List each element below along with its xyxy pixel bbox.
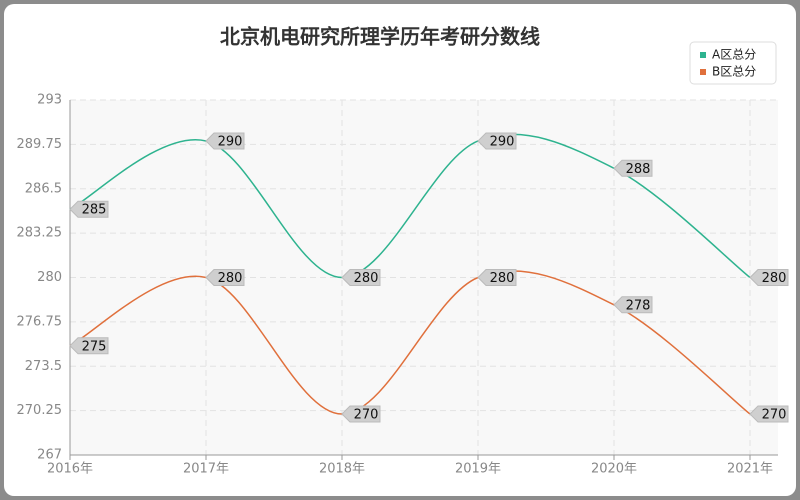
- y-tick-label: 273.5: [25, 359, 62, 374]
- x-tick-label: 2018年: [319, 462, 365, 477]
- y-tick-label: 289.75: [17, 137, 63, 152]
- value-label-box: [613, 159, 653, 177]
- y-tick-label: 286.5: [25, 181, 62, 196]
- value-label: 285: [82, 203, 107, 218]
- value-label-box: [205, 132, 245, 150]
- value-label-box: [477, 132, 517, 150]
- value-label: 270: [354, 408, 379, 423]
- value-label: 290: [218, 134, 243, 149]
- y-tick-label: 283.25: [17, 226, 63, 241]
- legend-swatch: [700, 69, 706, 75]
- value-label: 280: [218, 271, 243, 286]
- value-label: 280: [490, 271, 515, 286]
- x-tick-label: 2016年: [47, 462, 93, 477]
- y-tick-label: 293: [37, 93, 62, 108]
- value-label-box: [477, 269, 517, 286]
- y-tick-label: 270.25: [17, 403, 63, 418]
- value-label: 288: [626, 162, 651, 177]
- value-label-box: [69, 337, 109, 355]
- line: [69, 133, 751, 279]
- legend-label: A区总分: [712, 48, 756, 62]
- y-tick-label: 267: [37, 448, 62, 463]
- value-label-box: [749, 405, 789, 423]
- value-label: 280: [762, 271, 787, 286]
- x-tick-label: 2017年: [183, 462, 229, 477]
- y-tick-label: 276.75: [17, 314, 63, 329]
- value-label-box: [613, 296, 653, 314]
- x-tick-label: 2019年: [455, 462, 501, 477]
- value-label-box: [341, 269, 381, 286]
- x-tick-label: 2020年: [591, 462, 637, 477]
- value-label: 278: [626, 298, 651, 313]
- line: [69, 270, 751, 415]
- value-label: 275: [82, 339, 107, 354]
- legend-box: [689, 41, 777, 85]
- value-label-box: [205, 269, 245, 286]
- legend-swatch: [700, 52, 706, 58]
- value-label-box: [341, 405, 381, 423]
- value-label: 270: [762, 408, 787, 423]
- value-label: 280: [354, 271, 379, 286]
- value-label: 290: [490, 134, 515, 149]
- y-tick-label: 280: [37, 270, 62, 285]
- value-label-box: [749, 269, 789, 286]
- x-tick-label: 2021年: [727, 462, 773, 477]
- chart-title: 北京机电研究所理学历年考研分数线: [220, 25, 540, 49]
- legend-label: B区总分: [712, 65, 756, 79]
- value-label-box: [69, 200, 109, 218]
